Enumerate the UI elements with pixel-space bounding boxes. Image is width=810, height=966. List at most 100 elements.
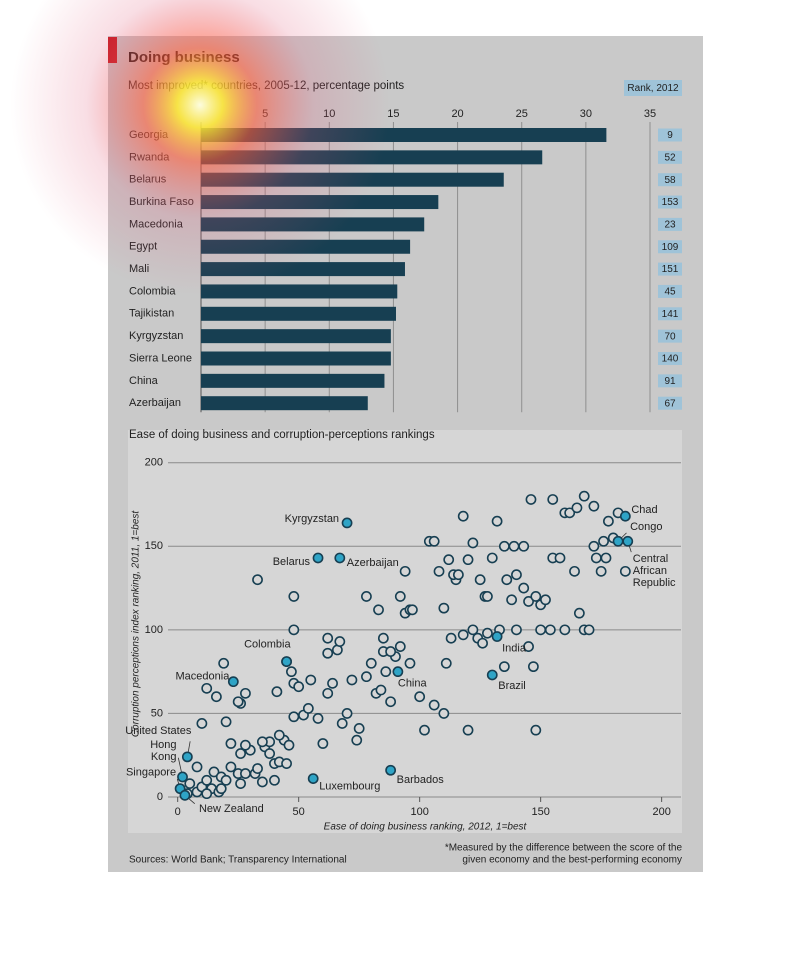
highlight-point xyxy=(619,510,631,522)
point-label: Brazil xyxy=(498,680,526,692)
highlight-point xyxy=(181,751,193,763)
bar xyxy=(201,150,543,165)
category-label: Belarus xyxy=(129,174,167,186)
point xyxy=(235,748,246,759)
highlight-point xyxy=(612,535,624,547)
point xyxy=(482,591,493,602)
point-label: Kong xyxy=(151,751,177,763)
point xyxy=(225,738,237,749)
category-label: Burkina Faso xyxy=(129,196,194,208)
point xyxy=(283,739,295,751)
point xyxy=(218,657,230,669)
point-label: Macedonia xyxy=(176,671,231,683)
point xyxy=(498,540,510,552)
point xyxy=(474,574,486,586)
rank-label: 52 xyxy=(664,152,676,163)
point xyxy=(317,738,329,749)
point xyxy=(525,494,537,505)
point xyxy=(559,624,571,636)
point xyxy=(327,677,338,689)
x-tick-label: 15 xyxy=(387,108,399,120)
y-tick-label: 50 xyxy=(151,707,163,719)
point xyxy=(482,627,493,639)
point xyxy=(394,591,406,602)
point xyxy=(438,708,450,719)
point xyxy=(619,565,631,577)
highlight-point xyxy=(312,552,324,564)
point xyxy=(271,686,283,698)
rank-header: Rank, 2012 xyxy=(627,83,679,94)
x-tick-label: 150 xyxy=(531,806,549,818)
point xyxy=(220,774,232,786)
point xyxy=(583,624,595,636)
bar xyxy=(201,195,439,210)
point-label: China xyxy=(398,678,428,690)
rank-label: 141 xyxy=(662,309,679,320)
point xyxy=(467,537,479,549)
point xyxy=(305,674,317,686)
point xyxy=(201,788,213,800)
point xyxy=(373,604,384,616)
chart-title: Ease of doing business and corruption-pe… xyxy=(129,429,435,441)
point xyxy=(232,696,244,708)
category-label: Egypt xyxy=(129,241,157,253)
point-label: Belarus xyxy=(273,556,311,568)
point xyxy=(334,636,346,647)
rank-label: 67 xyxy=(664,398,676,409)
point xyxy=(440,657,452,669)
highlight-point xyxy=(334,552,346,564)
point xyxy=(428,699,440,711)
x-axis-label: Ease of doing business ranking, 2012, 1=… xyxy=(324,822,528,833)
point-label: New Zealand xyxy=(199,803,264,815)
point xyxy=(256,736,268,748)
point xyxy=(443,554,455,566)
point xyxy=(312,713,324,724)
x-tick-label: 5 xyxy=(262,108,268,120)
category-label: China xyxy=(129,375,159,387)
point xyxy=(573,607,585,619)
rank-label: 70 xyxy=(664,331,676,342)
point xyxy=(322,687,334,699)
rank-label: 9 xyxy=(667,130,673,141)
point xyxy=(467,624,479,636)
point xyxy=(341,708,353,719)
point xyxy=(361,591,372,602)
footnote: given economy and the best-performing ec… xyxy=(462,855,682,866)
category-label: Azerbaijan xyxy=(129,397,181,409)
x-tick-label: 10 xyxy=(323,108,335,120)
y-axis-label: Corruption perceptions index ranking, 20… xyxy=(131,510,142,738)
point xyxy=(407,604,418,616)
point xyxy=(498,661,510,673)
rank-label: 58 xyxy=(664,175,676,186)
point xyxy=(322,632,334,644)
point xyxy=(491,515,503,527)
y-tick-label: 150 xyxy=(145,540,163,552)
point xyxy=(322,647,334,659)
point xyxy=(399,565,411,577)
point xyxy=(385,696,397,708)
point xyxy=(256,776,268,788)
rank-label: 151 xyxy=(662,264,679,275)
highlight-point xyxy=(491,631,503,642)
x-tick-label: 25 xyxy=(516,108,528,120)
point-label: Barbados xyxy=(397,774,445,786)
category-label: Colombia xyxy=(129,285,176,297)
point xyxy=(518,540,530,552)
point xyxy=(302,703,314,714)
point xyxy=(404,657,416,669)
point xyxy=(523,596,534,607)
highlight-point xyxy=(341,517,353,529)
point xyxy=(385,646,397,657)
point xyxy=(518,582,530,594)
point xyxy=(353,723,365,734)
category-label: Macedonia xyxy=(129,218,184,230)
point xyxy=(603,515,614,527)
highlight-point xyxy=(486,669,498,681)
category-label: Rwanda xyxy=(129,151,170,163)
point xyxy=(569,565,580,577)
chart-title: Doing business xyxy=(128,49,240,66)
point xyxy=(201,682,213,694)
point xyxy=(281,758,292,769)
point xyxy=(501,574,513,586)
point xyxy=(394,641,406,652)
